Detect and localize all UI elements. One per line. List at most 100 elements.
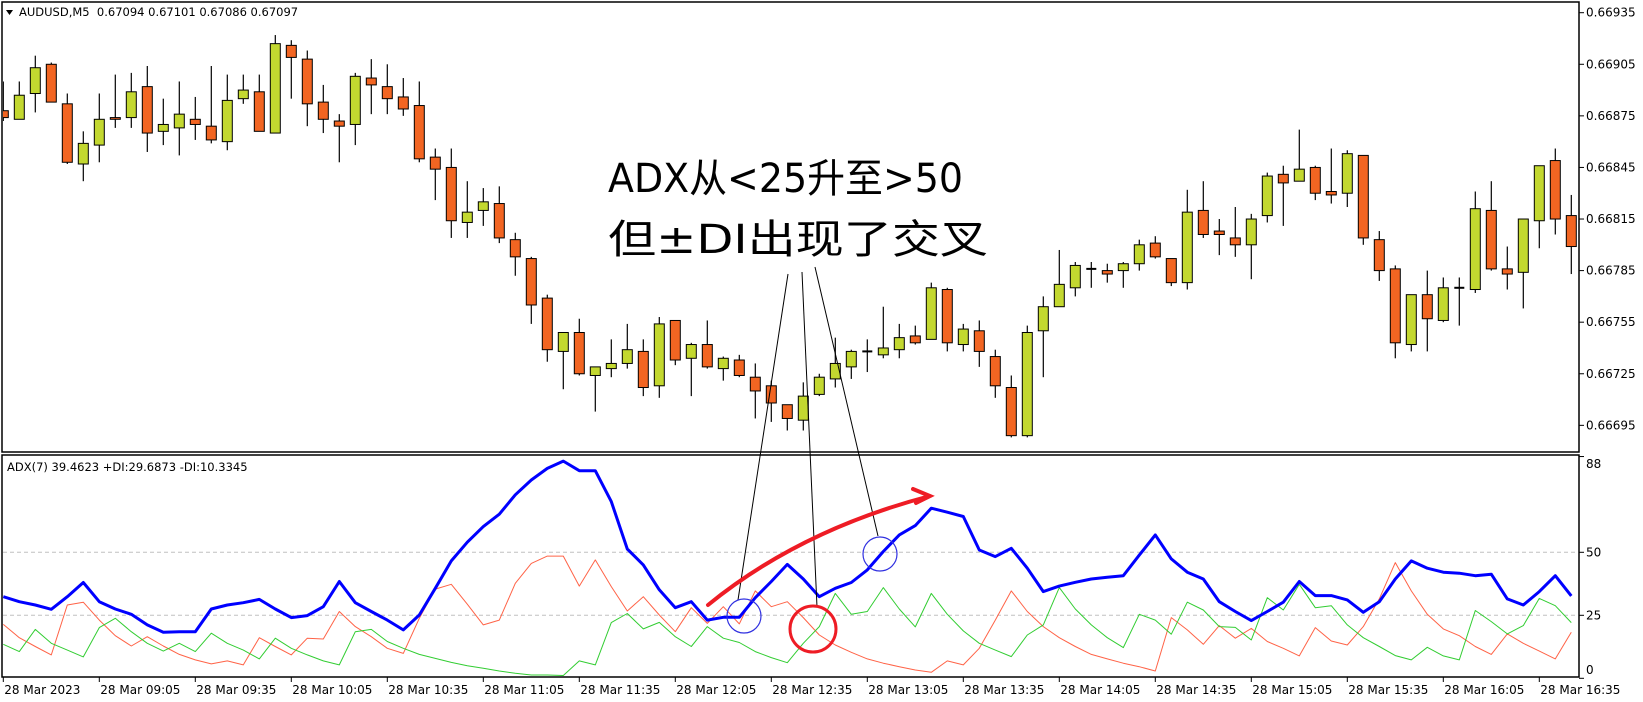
- candle: [1245, 213, 1257, 280]
- time-tick-label: 28 Mar 12:35: [772, 683, 852, 697]
- candle-body: [701, 344, 713, 368]
- candle-body: [125, 91, 137, 119]
- candle-body: [1373, 239, 1385, 272]
- time-axis: 28 Mar 2023 28 Mar 09:05 28 Mar 09:35 28 Ma…: [2, 677, 1620, 697]
- candle: [829, 337, 841, 388]
- candle: [941, 287, 953, 352]
- candle-body: [493, 203, 505, 239]
- candle-body: [685, 344, 697, 359]
- indicator-tick-label: 50: [1586, 545, 1601, 559]
- candle-body: [877, 347, 889, 356]
- candle: [1293, 129, 1305, 182]
- candle: [397, 78, 409, 116]
- candle-body: [205, 125, 217, 141]
- candle: [1501, 246, 1513, 290]
- candle: [285, 40, 297, 99]
- candle-body: [925, 287, 937, 340]
- candle: [1421, 270, 1433, 352]
- time-tick-label: 28 Mar 10:35: [388, 683, 468, 697]
- price-tick-label: 0.66845: [1586, 160, 1636, 174]
- candle: [1197, 181, 1209, 238]
- candle: [157, 98, 169, 146]
- candle: [909, 325, 921, 345]
- candle: [1005, 375, 1017, 438]
- candle-body: [1517, 218, 1529, 273]
- candle-body: [1005, 387, 1017, 437]
- price-tick-label: 0.66905: [1586, 57, 1636, 71]
- candle: [413, 81, 425, 163]
- dropdown-triangle-icon[interactable]: [6, 10, 13, 15]
- adx-line: [3, 459, 1573, 634]
- candle: [1357, 154, 1369, 245]
- candle-body: [781, 404, 793, 419]
- candle-body: [525, 258, 537, 306]
- candle-body: [557, 331, 569, 352]
- time-tick-label: 28 Mar 10:05: [292, 683, 372, 697]
- candle-body: [157, 123, 169, 132]
- candle: [1133, 239, 1145, 271]
- candle-body: [813, 376, 825, 395]
- time-tick-label: 28 Mar 09:35: [196, 683, 276, 697]
- candle: [1454, 277, 1465, 326]
- candle: [525, 256, 537, 324]
- candle: [637, 339, 649, 397]
- candle-body: [989, 356, 1001, 387]
- time-tick-label: 28 Mar 12:05: [676, 683, 756, 697]
- candle-body: [1165, 258, 1177, 284]
- candle: [1389, 265, 1401, 359]
- price-pane[interactable]: [1, 1, 1580, 453]
- candle: [733, 354, 745, 378]
- candle: [973, 320, 985, 367]
- candle-body: [1549, 160, 1561, 220]
- candles: [3, 35, 1577, 438]
- candle-body: [221, 99, 233, 143]
- candle-body: [765, 385, 777, 404]
- price-tick-label: 0.66755: [1586, 315, 1636, 329]
- price-tick-label: 0.66725: [1586, 367, 1636, 381]
- candle-body: [1277, 173, 1289, 184]
- highlight-circle-di-cross: [788, 604, 838, 654]
- time-tick-label: 28 Mar 11:05: [484, 683, 564, 697]
- candle-body: [1533, 165, 1545, 222]
- indicator-axis: 88 50 25 0: [1579, 456, 1601, 679]
- candle-body: [1117, 263, 1129, 272]
- candle: [749, 363, 761, 419]
- candle: [717, 356, 729, 381]
- price-tick-label: 0.66875: [1586, 109, 1636, 123]
- candle: [1277, 165, 1289, 226]
- candle-body: [461, 211, 473, 223]
- symbol-header-text: AUDUSD,M5 0.67094 0.67101 0.67086 0.6709…: [19, 5, 298, 19]
- candle-body: [397, 96, 409, 110]
- indicator-lines: [3, 459, 1573, 676]
- candle: [45, 62, 57, 103]
- pointer-line-1: [737, 273, 789, 601]
- minus-di-line: [3, 555, 1572, 673]
- candle-body: [1485, 209, 1497, 270]
- candle: [1549, 148, 1561, 235]
- annotation-line2: 但±DI出现了交叉: [608, 217, 988, 263]
- candle: [93, 93, 105, 163]
- candle: [317, 84, 329, 134]
- candle-body: [1181, 211, 1193, 284]
- candle-body: [1021, 331, 1033, 437]
- candle: [141, 65, 153, 152]
- candle-body: [45, 63, 57, 103]
- candle-body: [1037, 306, 1049, 332]
- candle: [29, 55, 41, 113]
- candle: [1101, 263, 1113, 283]
- candle-body: [573, 331, 585, 375]
- time-tick-label: 28 Mar 11:35: [580, 683, 660, 697]
- candle: [205, 65, 217, 144]
- candle-body: [1053, 283, 1065, 308]
- candle-body: [1101, 270, 1113, 275]
- candle: [365, 59, 377, 115]
- candle-body: [381, 86, 393, 100]
- candle-body: [269, 43, 281, 134]
- price-tick-label: 0.66935: [1586, 6, 1636, 20]
- time-tick-label: 28 Mar 09:05: [100, 683, 180, 697]
- candle-body: [349, 75, 361, 125]
- candle-body: [477, 201, 489, 211]
- candle: [573, 318, 585, 376]
- candle-body: [957, 328, 969, 346]
